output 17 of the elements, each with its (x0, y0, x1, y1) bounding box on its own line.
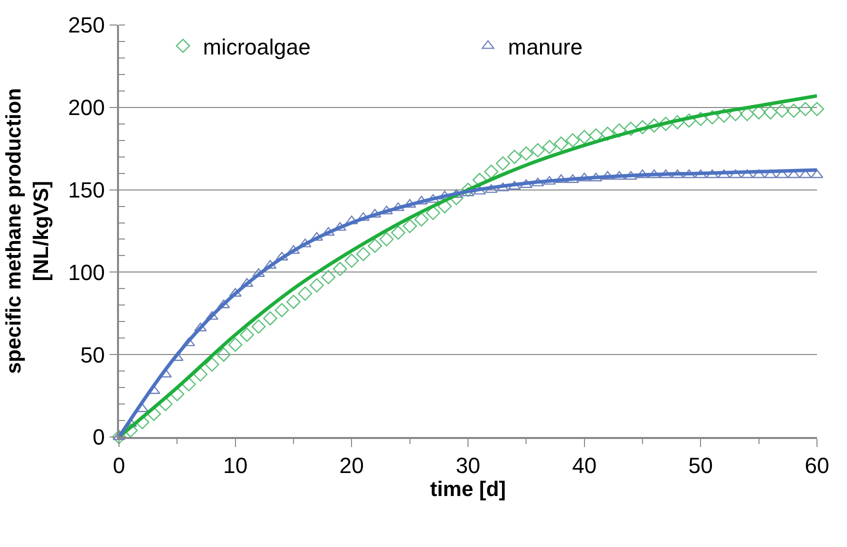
legend-label: manure (508, 34, 583, 60)
y-tick-label: 250 (68, 12, 105, 38)
y-tick-label: 50 (80, 342, 105, 368)
y-tick-label: 100 (68, 260, 105, 285)
x-axis-title: time [d] (430, 478, 506, 502)
x-tick-label: 40 (572, 453, 597, 478)
legend-label: microalgae (203, 34, 311, 60)
x-tick-label: 30 (456, 453, 480, 478)
x-tick-label: 50 (688, 453, 713, 478)
x-tick-label: 10 (223, 453, 248, 478)
y-tick-label: 200 (68, 95, 105, 120)
y-axis-title: specific methane production [NL/kgVS] (2, 88, 53, 374)
x-tick-label: 0 (112, 453, 126, 478)
x-tick-label: 60 (804, 453, 830, 478)
x-tick-label: 20 (339, 453, 364, 478)
y-tick-label: 150 (68, 178, 105, 202)
y-tick-label: 0 (92, 424, 105, 450)
